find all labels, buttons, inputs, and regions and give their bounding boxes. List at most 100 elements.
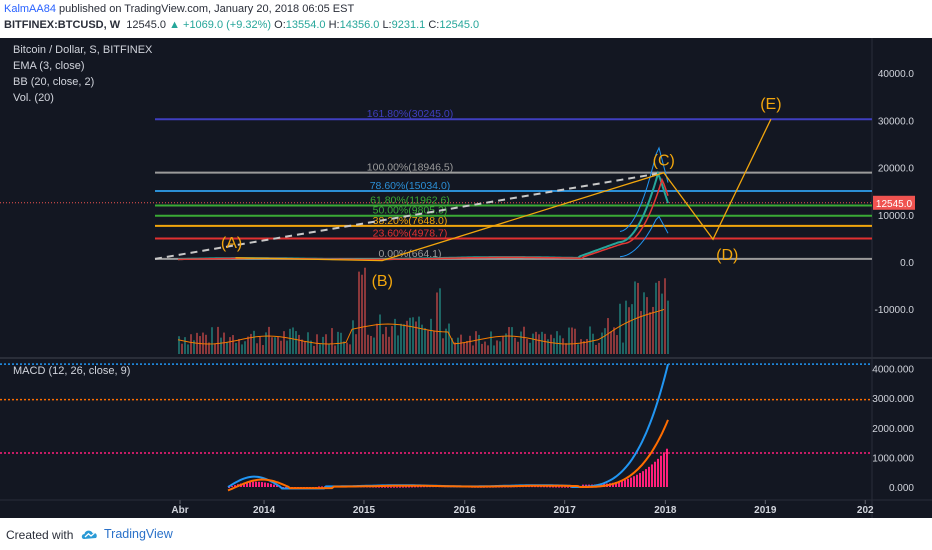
volume-bar — [307, 332, 309, 354]
volume-bar — [235, 342, 237, 354]
chart-area[interactable]: 40000.0 30000.0 20000.0 10000.0 0.0 -10000.0 4… — [0, 38, 932, 518]
fib-level-label: 100.00%(18946.5) — [367, 162, 453, 174]
histogram-bar — [318, 486, 320, 488]
high-label: H: — [328, 19, 340, 31]
volume-bar — [556, 331, 558, 354]
price-tick-label: 30000.0 — [878, 116, 915, 127]
histogram-bar — [621, 480, 623, 487]
histogram-bar — [639, 473, 641, 487]
histogram-bar — [321, 486, 323, 488]
volume-bar — [214, 343, 216, 354]
histogram-bar — [624, 479, 626, 487]
open-label: O: — [274, 19, 286, 31]
histogram-bar — [261, 482, 263, 487]
volume-bar — [238, 338, 240, 354]
volume-bar — [508, 327, 510, 354]
price-tick-label: 20000.0 — [878, 164, 915, 175]
volume-bar — [664, 278, 666, 354]
volume-bar — [526, 338, 528, 354]
histogram-bar — [663, 452, 665, 487]
signal-line[interactable] — [227, 419, 669, 492]
volume-bar — [649, 312, 651, 354]
volume-bar — [574, 328, 576, 354]
volume-bar — [259, 336, 261, 354]
volume-bar — [334, 345, 336, 354]
macd-tick-label: 1000.000 — [872, 453, 914, 464]
histogram-bar — [660, 455, 662, 487]
time-tick-label: 2016 — [454, 505, 477, 516]
volume-bar — [478, 334, 480, 354]
volume-bar — [385, 326, 387, 354]
volume-bar — [277, 336, 279, 354]
histogram-bar — [630, 477, 632, 487]
chart-canvas[interactable]: 40000.0 30000.0 20000.0 10000.0 0.0 -10000.0 4… — [0, 38, 932, 518]
volume-bar — [388, 336, 390, 354]
volume-bar — [424, 327, 426, 354]
volume-bar — [499, 341, 501, 354]
histogram-bar — [567, 486, 569, 488]
macd-line[interactable] — [227, 363, 669, 490]
volume-bar — [541, 331, 543, 354]
histogram-bar — [549, 486, 551, 488]
volume-bar — [631, 304, 633, 354]
volume-bar — [256, 343, 258, 354]
histogram-bar — [411, 486, 413, 488]
volume-bar — [412, 317, 414, 354]
volume-bar — [319, 344, 321, 354]
published-text: published on TradingView.com, January 20… — [59, 3, 355, 15]
trend-line[interactable] — [154, 171, 664, 260]
volume-bar — [502, 336, 504, 354]
volume-bar — [634, 281, 636, 354]
volume-bar — [247, 336, 249, 354]
histogram-bar — [234, 485, 236, 487]
volume-bar — [187, 344, 189, 354]
histogram-bar — [654, 461, 656, 487]
volume-bar — [667, 300, 669, 354]
volume-bar — [376, 323, 378, 354]
macd-tick-label: 0.000 — [889, 483, 914, 494]
volume-bar — [253, 330, 255, 354]
volume-bar — [232, 335, 234, 354]
author-link[interactable]: KalmAA84 — [4, 3, 56, 15]
volume-bar — [316, 334, 318, 354]
up-arrow-icon: ▲ — [169, 19, 180, 31]
histogram-bar — [645, 469, 647, 487]
histogram-bar — [255, 481, 257, 487]
fib-level-label: 50.00%(9805.3) — [373, 205, 448, 217]
volume-bar — [379, 314, 381, 354]
volume-bar — [487, 345, 489, 354]
volume-bar — [430, 318, 432, 354]
histogram-bar — [651, 464, 653, 487]
price-tick-label: 10000.0 — [878, 211, 915, 222]
tradingview-brand[interactable]: TradingView — [104, 527, 173, 541]
volume-bar — [535, 331, 537, 354]
volume-bar — [493, 345, 495, 354]
histogram-bar — [384, 486, 386, 488]
volume-bar — [427, 330, 429, 354]
histogram-bar — [633, 476, 635, 487]
vol-legend[interactable]: Vol. (20) — [13, 92, 54, 104]
ema-legend[interactable]: EMA (3, close) — [13, 60, 85, 72]
volume-bar — [268, 326, 270, 354]
elliott-wave-path[interactable] — [235, 118, 772, 262]
histogram-bar — [618, 481, 620, 487]
volume-bar — [505, 333, 507, 354]
volume-bar — [349, 344, 351, 354]
volume-bar — [265, 332, 267, 354]
histogram-bar — [417, 486, 419, 488]
volume-bar — [394, 318, 396, 354]
macd-legend[interactable]: MACD (12, 26, close, 9) — [13, 365, 131, 377]
time-tick-label: 202 — [857, 505, 874, 516]
volume-bar — [184, 337, 186, 354]
volume-bar — [517, 341, 519, 354]
volume-bar — [523, 326, 525, 354]
histogram-bar — [231, 486, 233, 488]
bb-legend[interactable]: BB (20, close, 2) — [13, 76, 95, 88]
fib-level-label: 23.60%(4978.7) — [373, 228, 448, 240]
chart-title: Bitcoin / Dollar, S, BITFINEX — [13, 44, 153, 56]
volume-bar — [346, 342, 348, 354]
histogram-bar — [552, 486, 554, 488]
volume-bar — [391, 326, 393, 354]
volume-bar — [577, 344, 579, 354]
histogram-bar — [267, 483, 269, 487]
